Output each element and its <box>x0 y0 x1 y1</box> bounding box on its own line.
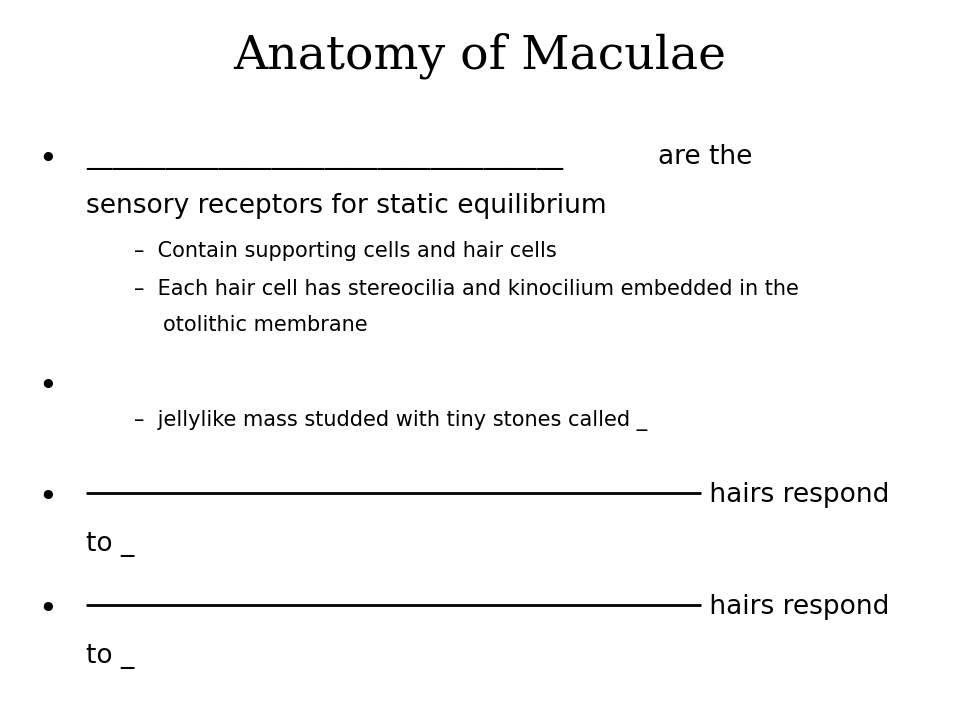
Text: •: • <box>38 594 58 625</box>
Text: Anatomy of Maculae: Anatomy of Maculae <box>233 32 727 79</box>
Text: •: • <box>38 482 58 513</box>
Text: –  jellylike mass studded with tiny stones called _: – jellylike mass studded with tiny stone… <box>134 410 648 431</box>
Text: ____________________________________: ____________________________________ <box>86 144 564 170</box>
Text: –  Contain supporting cells and hair cells: – Contain supporting cells and hair cell… <box>134 241 557 261</box>
Text: to _: to _ <box>86 531 134 557</box>
Text: –  Each hair cell has stereocilia and kinocilium embedded in the: – Each hair cell has stereocilia and kin… <box>134 279 800 300</box>
Text: •: • <box>38 144 58 175</box>
Text: hairs respond: hairs respond <box>701 482 889 508</box>
Text: are the: are the <box>658 144 752 170</box>
Text: to _: to _ <box>86 643 134 669</box>
Text: •: • <box>38 371 58 402</box>
Text: sensory receptors for static equilibrium: sensory receptors for static equilibrium <box>86 193 607 219</box>
Text: otolithic membrane: otolithic membrane <box>163 315 368 336</box>
Text: hairs respond: hairs respond <box>701 594 889 620</box>
